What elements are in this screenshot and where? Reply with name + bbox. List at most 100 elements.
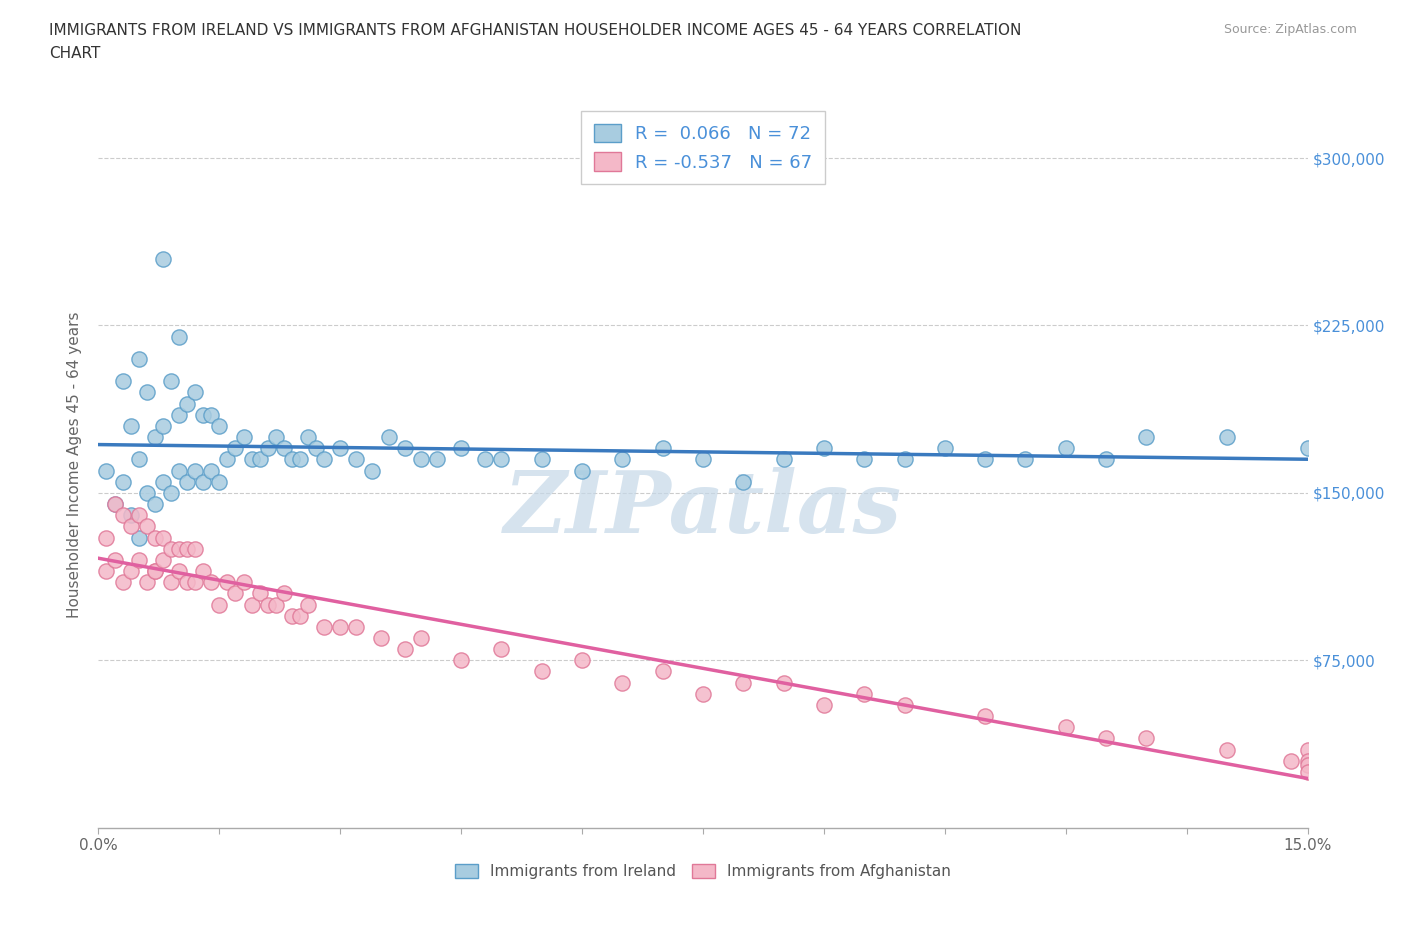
Point (143, 497, 166, 512)
Point (152, 418, 174, 433)
Point (288, 452, 311, 467)
Point (1296, 764, 1319, 779)
Point (240, 452, 263, 467)
Point (651, 664, 673, 679)
Point (409, 631, 432, 645)
Point (249, 452, 271, 467)
Point (217, 452, 239, 467)
Point (491, 452, 513, 467)
Point (128, 552, 150, 567)
Point (143, 564, 166, 578)
Point (176, 396, 198, 411)
Point (135, 575, 157, 590)
Point (143, 564, 166, 578)
Point (256, 441, 278, 456)
Point (1135, 731, 1157, 746)
Point (297, 430, 319, 445)
Point (297, 597, 319, 612)
Point (344, 619, 367, 634)
Point (208, 597, 231, 612)
Point (264, 597, 287, 612)
Point (1216, 430, 1239, 445)
Point (120, 508, 142, 523)
Point (491, 642, 513, 657)
Point (974, 452, 997, 467)
Point (329, 619, 352, 634)
Point (530, 452, 553, 467)
Point (450, 441, 472, 456)
Point (224, 441, 246, 456)
Point (128, 452, 150, 467)
Point (612, 452, 634, 467)
Text: Source: ZipAtlas.com: Source: ZipAtlas.com (1223, 23, 1357, 36)
Point (813, 441, 835, 456)
Point (733, 474, 755, 489)
Point (1216, 742, 1239, 757)
Point (167, 541, 190, 556)
Point (143, 430, 166, 445)
Point (1095, 731, 1118, 746)
Point (733, 675, 755, 690)
Point (1296, 753, 1319, 768)
Text: ZIPatlas: ZIPatlas (503, 467, 903, 551)
Y-axis label: Householder Income Ages 45 - 64 years: Householder Income Ages 45 - 64 years (67, 312, 83, 618)
Point (111, 474, 134, 489)
Point (167, 329, 190, 344)
Point (167, 407, 190, 422)
Point (176, 575, 198, 590)
Legend: Immigrants from Ireland, Immigrants from Afghanistan: Immigrants from Ireland, Immigrants from… (449, 858, 957, 885)
Point (409, 452, 432, 467)
Point (934, 441, 956, 456)
Point (281, 608, 304, 623)
Point (256, 597, 278, 612)
Point (530, 664, 553, 679)
Point (314, 619, 336, 634)
Point (1054, 441, 1077, 456)
Point (224, 586, 246, 601)
Point (160, 541, 183, 556)
Point (128, 530, 150, 545)
Point (571, 653, 593, 668)
Point (193, 474, 215, 489)
Point (160, 575, 183, 590)
Point (273, 586, 295, 601)
Point (111, 575, 134, 590)
Point (176, 541, 198, 556)
Point (264, 430, 287, 445)
Point (1296, 758, 1319, 773)
Point (1095, 452, 1118, 467)
Point (344, 452, 367, 467)
Point (96, 463, 118, 478)
Point (96, 564, 118, 578)
Point (361, 463, 384, 478)
Point (120, 418, 142, 433)
Point (152, 552, 174, 567)
Point (128, 508, 150, 523)
Point (305, 441, 328, 456)
Point (232, 430, 254, 445)
Point (281, 452, 304, 467)
Point (103, 552, 125, 567)
Point (152, 474, 174, 489)
Point (184, 463, 207, 478)
Point (200, 463, 222, 478)
Point (853, 686, 876, 701)
Point (160, 485, 183, 500)
Point (217, 575, 239, 590)
Point (208, 418, 231, 433)
Point (692, 452, 714, 467)
Point (772, 452, 794, 467)
Point (426, 452, 449, 467)
Point (394, 642, 416, 657)
Point (135, 485, 157, 500)
Point (893, 452, 915, 467)
Point (974, 709, 997, 724)
Point (1014, 452, 1036, 467)
Point (1296, 441, 1319, 456)
Point (651, 441, 673, 456)
Point (370, 631, 392, 645)
Point (772, 675, 794, 690)
Point (184, 385, 207, 400)
Point (111, 508, 134, 523)
Point (692, 686, 714, 701)
